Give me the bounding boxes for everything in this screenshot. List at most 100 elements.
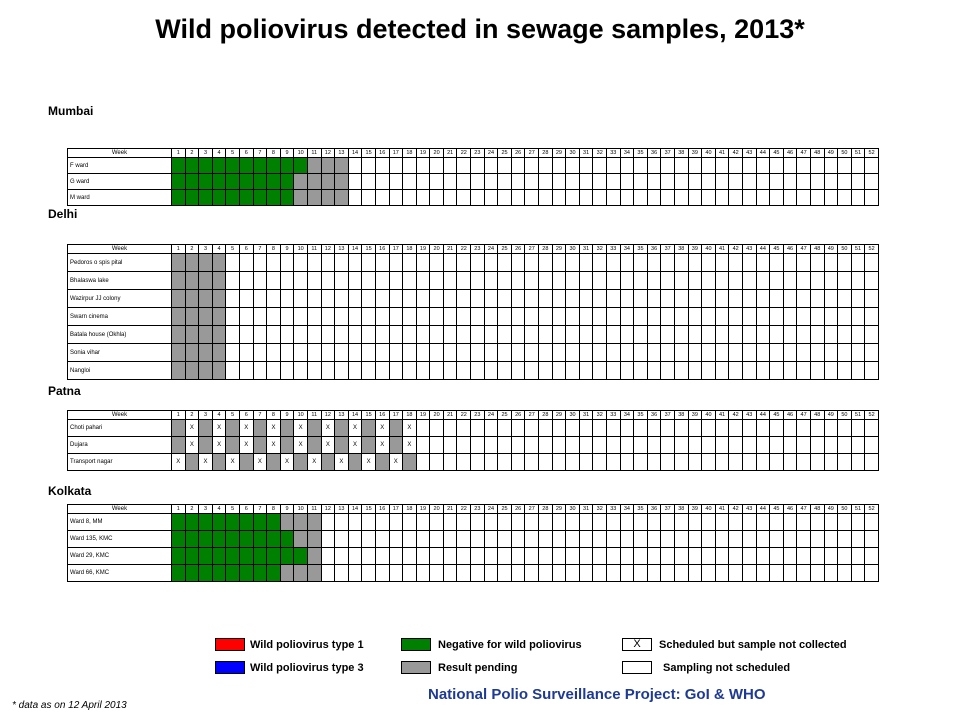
cell-empty <box>837 419 852 437</box>
cell-empty <box>809 361 825 380</box>
cell-empty <box>741 307 757 326</box>
cell-empty <box>823 253 839 272</box>
cell-empty <box>374 361 390 380</box>
cell-empty <box>823 173 839 190</box>
week-number: 41 <box>714 244 730 254</box>
week-number: 50 <box>837 504 852 514</box>
city-label-delhi: Delhi <box>48 207 78 221</box>
week-number: 50 <box>837 244 852 254</box>
cell-empty <box>442 547 458 565</box>
cell-empty <box>538 271 553 290</box>
cell-empty <box>510 271 526 290</box>
cell-empty <box>701 157 716 174</box>
site-name: Choti pahari <box>67 419 172 437</box>
cell-not-collected: X <box>171 453 186 471</box>
cell-pending <box>320 173 336 190</box>
cell-empty <box>687 253 703 272</box>
cell-empty <box>470 189 485 206</box>
cell-empty <box>701 343 716 362</box>
cell-empty <box>741 547 757 565</box>
cell-pending <box>334 436 349 454</box>
cell-empty <box>551 343 567 362</box>
cell-empty <box>769 343 784 362</box>
legend-pending-label: Result pending <box>438 662 518 674</box>
cell-empty <box>728 173 743 190</box>
cell-pending <box>198 271 213 290</box>
week-number: 15 <box>361 148 376 158</box>
week-number: 46 <box>782 148 798 158</box>
cell-empty <box>266 361 281 380</box>
cell-empty <box>823 547 839 565</box>
cell-empty <box>755 513 771 531</box>
cell-empty <box>714 513 730 531</box>
cell-empty <box>673 564 689 582</box>
cell-empty <box>728 157 743 174</box>
week-number: 1 <box>171 148 186 158</box>
cell-empty <box>320 564 336 582</box>
cell-empty <box>388 271 404 290</box>
cell-empty <box>483 343 499 362</box>
cell-empty <box>456 453 472 471</box>
cell-empty <box>470 453 485 471</box>
cell-not-collected: X <box>402 419 417 437</box>
cell-pending <box>293 513 308 531</box>
cell-empty <box>470 253 485 272</box>
cell-empty <box>470 436 485 454</box>
legend-not-scheduled-label: Sampling not scheduled <box>663 662 791 674</box>
cell-empty <box>796 564 811 582</box>
cell-empty <box>714 271 730 290</box>
cell-empty <box>551 253 567 272</box>
cell-empty <box>660 530 675 548</box>
cell-negative <box>198 547 213 565</box>
week-number: 45 <box>769 410 784 420</box>
week-number: 15 <box>361 504 376 514</box>
cell-empty <box>510 343 526 362</box>
site-name: G ward <box>67 173 172 190</box>
cell-empty <box>687 307 703 326</box>
cell-empty <box>809 189 825 206</box>
cell-not-collected: X <box>293 436 308 454</box>
week-number: 1 <box>171 244 186 254</box>
cell-empty <box>578 564 594 582</box>
cell-empty <box>456 419 472 437</box>
cell-empty <box>741 436 757 454</box>
cell-empty <box>646 157 662 174</box>
cell-empty <box>619 157 635 174</box>
cell-empty <box>701 189 716 206</box>
cell-empty <box>606 361 621 380</box>
cell-empty <box>442 564 458 582</box>
cell-empty <box>388 564 404 582</box>
cell-empty <box>687 173 703 190</box>
cell-empty <box>497 530 512 548</box>
cell-empty <box>578 361 594 380</box>
cell-empty <box>347 325 363 344</box>
cell-negative <box>184 189 200 206</box>
week-number: 33 <box>606 504 621 514</box>
cell-empty <box>347 289 363 308</box>
cell-empty <box>864 343 879 362</box>
cell-empty <box>347 547 363 565</box>
site-name: Pedoros o spis pital <box>67 253 172 272</box>
cell-empty <box>565 530 580 548</box>
cell-empty <box>306 325 322 344</box>
cell-negative <box>225 173 240 190</box>
week-number: 32 <box>592 504 607 514</box>
cell-empty <box>687 189 703 206</box>
week-number: 18 <box>402 504 417 514</box>
cell-empty <box>334 343 349 362</box>
cell-empty <box>782 436 798 454</box>
cell-empty <box>538 307 553 326</box>
cell-empty <box>565 419 580 437</box>
cell-empty <box>850 564 866 582</box>
cell-negative <box>171 564 186 582</box>
cell-pending <box>374 453 390 471</box>
cell-not-collected: X <box>184 436 200 454</box>
cell-empty <box>755 453 771 471</box>
cell-empty <box>470 361 485 380</box>
cell-empty <box>850 271 866 290</box>
cell-empty <box>592 419 607 437</box>
cell-negative <box>279 173 295 190</box>
cell-empty <box>769 547 784 565</box>
week-number: 24 <box>483 504 499 514</box>
cell-empty <box>334 564 349 582</box>
